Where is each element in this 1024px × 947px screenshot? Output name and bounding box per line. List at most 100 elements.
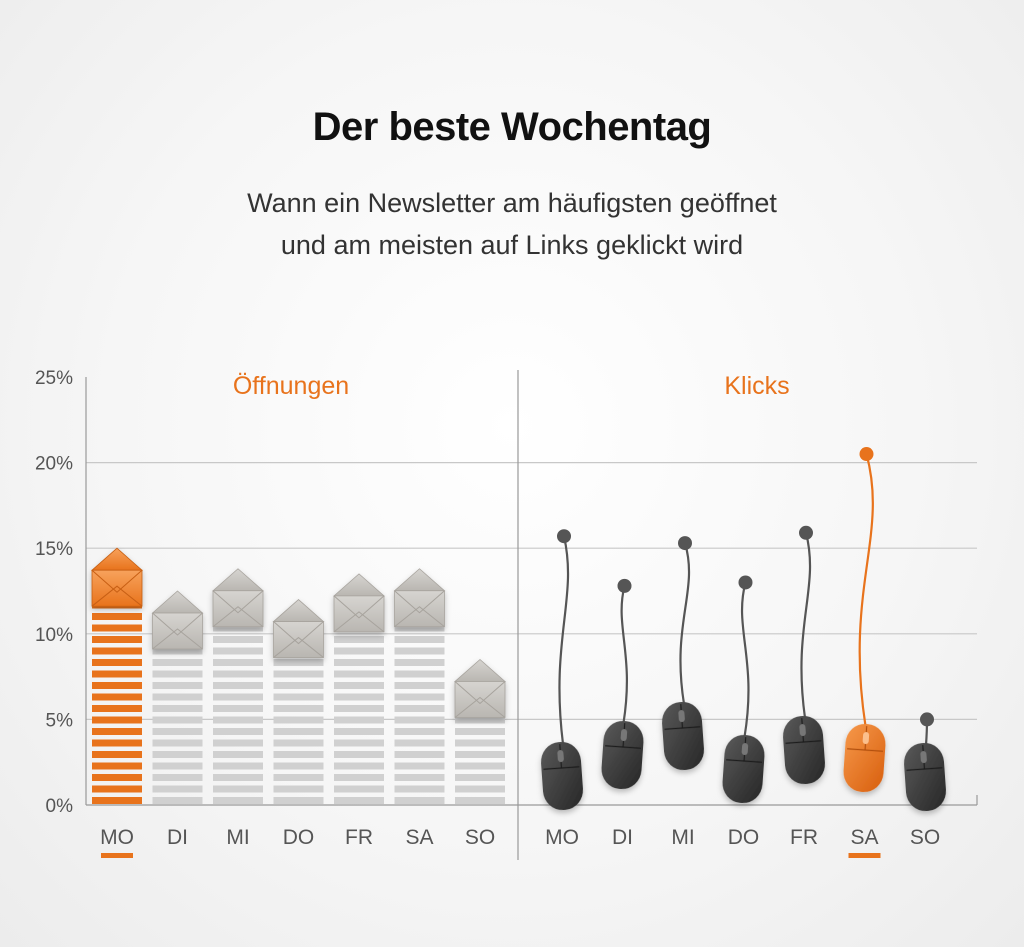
bar-stripe (92, 705, 142, 712)
bar-stripe (394, 705, 445, 712)
bar-stripe (394, 682, 445, 689)
x-label-opens-so: SO (465, 826, 495, 849)
bar-stripe (213, 762, 263, 770)
bar-stripe (394, 739, 445, 747)
mouse-icon (541, 741, 583, 811)
bar-stripe (394, 647, 445, 655)
page-title: Der beste Wochentag (312, 105, 712, 149)
bar-stripe (152, 774, 203, 781)
x-label-opens-fr: FR (345, 826, 373, 849)
bar-stripe (273, 785, 324, 793)
bar-stripe (334, 728, 384, 735)
click-fr (783, 525, 825, 785)
bar-stripe (213, 624, 263, 632)
mouse-icon (783, 715, 825, 785)
x-label-opens-mo: MO (100, 826, 134, 849)
bar-do (272, 599, 325, 804)
bar-stripe (213, 670, 263, 678)
bar-stripe (334, 636, 384, 643)
bar-stripe (213, 716, 263, 724)
bar-stripe (334, 670, 384, 678)
bar-stripe (273, 659, 324, 666)
axis-layer (85, 370, 978, 860)
bar-stripe (394, 716, 445, 724)
bar-stripe (213, 728, 263, 735)
x-label-opens-di: DI (167, 826, 188, 849)
bar-stripe (273, 739, 324, 747)
clicks-layer (541, 447, 946, 812)
bar-stripe (394, 774, 445, 781)
bar-stripe (273, 762, 324, 770)
bar-stripe (92, 647, 142, 655)
bar-stripe (213, 739, 263, 747)
x-label-clicks-fr: FR (790, 826, 818, 849)
click-value-point (678, 536, 692, 551)
bar-stripe (455, 762, 505, 770)
y-tick-label: 20% (35, 454, 73, 475)
x-label-clicks-do: DO (728, 826, 760, 849)
bar-stripe (273, 728, 324, 735)
mouse-cable (740, 582, 750, 738)
mouse-cable (800, 532, 812, 719)
bar-stripe (213, 705, 263, 712)
bar-stripe (455, 797, 505, 804)
bar-stripe (394, 728, 445, 735)
bar-stripe (334, 682, 384, 689)
bar-stripe (334, 705, 384, 712)
bar-stripe (273, 670, 324, 678)
bar-mo (90, 547, 144, 804)
bar-stripe (334, 693, 384, 701)
bar-stripe (273, 705, 324, 712)
bar-stripe (334, 716, 384, 724)
labels-layer: 0% 5% 10% 15% 20% 25% Öffnungen Klicks MO DI MI DO F… (35, 368, 940, 858)
bar-stripe (152, 705, 203, 712)
envelope-icon (393, 568, 446, 628)
bar-fr (332, 573, 386, 804)
bar-stripe (455, 774, 505, 781)
bar-stripe (213, 682, 263, 689)
bar-stripe (394, 751, 445, 758)
y-tick-label: 25% (35, 368, 73, 389)
bar-stripe (334, 774, 384, 781)
bar-stripe (152, 739, 203, 747)
mouse-icon (662, 701, 704, 771)
bar-stripe (92, 774, 142, 781)
bar-stripe (394, 785, 445, 793)
bar-stripe (334, 647, 384, 655)
mouse-cable (858, 453, 874, 727)
bar-stripe (455, 716, 505, 724)
click-value-point (738, 575, 753, 590)
click-mo (541, 529, 583, 811)
bar-stripe (273, 716, 324, 724)
bar-stripe (394, 670, 445, 678)
envelope-icon (272, 599, 325, 658)
bar-stripe (92, 762, 142, 770)
bar-stripe (394, 797, 445, 804)
click-value-point (557, 529, 571, 544)
x-label-clicks-mo: MO (545, 826, 579, 849)
click-do (722, 575, 765, 804)
bar-stripe (152, 751, 203, 758)
bar-stripe (92, 682, 142, 689)
bar-stripe (213, 659, 263, 666)
bar-stripe (394, 636, 445, 643)
bar-mi (211, 568, 265, 804)
bar-stripe (152, 716, 203, 724)
x-label-opens-mi: MI (226, 826, 249, 849)
x-label-clicks-di: DI (612, 826, 633, 849)
envelope-icon (90, 547, 144, 607)
highlight-underline (101, 853, 133, 858)
envelope-icon (211, 568, 265, 628)
click-value-point (920, 712, 934, 727)
y-tick-label: 5% (46, 710, 74, 731)
click-value-point (799, 525, 813, 540)
click-mi (662, 536, 704, 771)
bar-stripe (92, 624, 142, 632)
bar-stripe (455, 785, 505, 793)
subtitle-line-1: Wann ein Newsletter am häufigsten geöffn… (247, 188, 777, 218)
bar-stripe (334, 659, 384, 666)
bar-stripe (213, 785, 263, 793)
bar-stripe (92, 670, 142, 678)
bar-stripe (334, 762, 384, 770)
mouse-icon (722, 734, 765, 804)
